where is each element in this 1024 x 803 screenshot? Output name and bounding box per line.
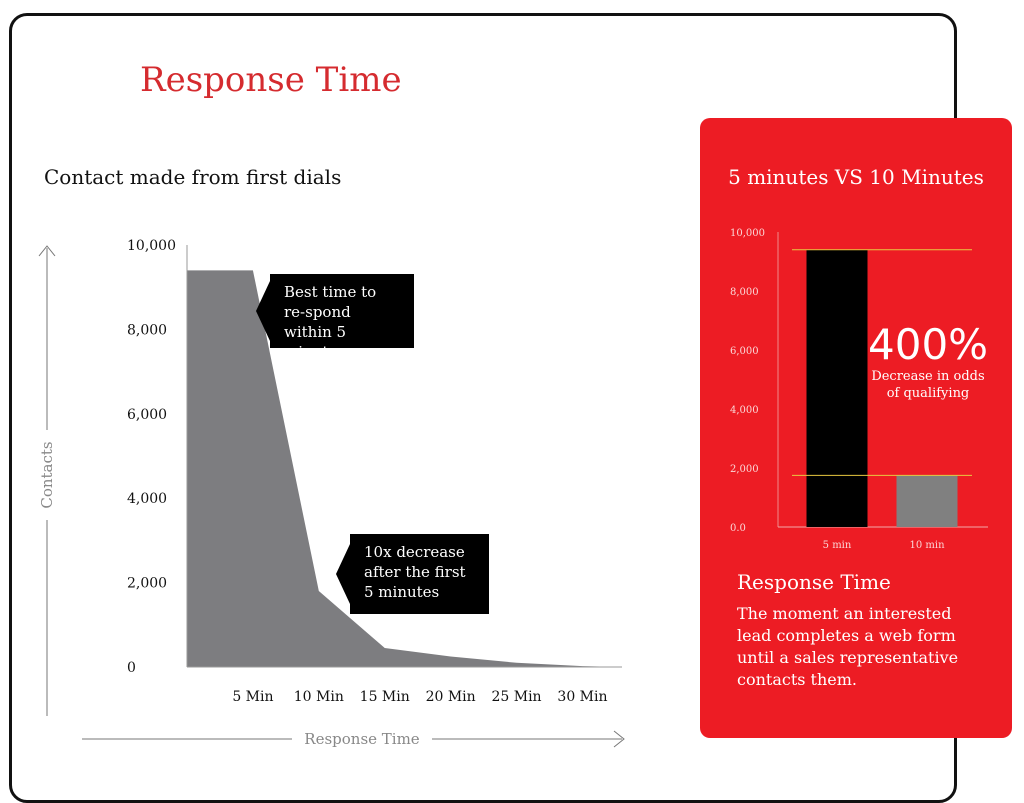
- stat-value: 400%: [868, 320, 989, 369]
- contacts-area: [187, 270, 622, 667]
- x-axis-label: Response Time: [304, 730, 420, 748]
- y-tick-label: 8,000: [127, 322, 167, 338]
- bar-y-tick-label: 8,000: [730, 287, 759, 298]
- x-tick-label: 5 Min: [232, 689, 273, 705]
- bar-y-tick-label: 10,000: [730, 228, 765, 239]
- x-tick-label: 10 Min: [294, 689, 344, 705]
- panel-heading: Response Time: [737, 570, 891, 594]
- y-tick-label: 2,000: [127, 576, 167, 592]
- x-arrow-head: [613, 730, 625, 748]
- y-tick-label: 4,000: [127, 491, 167, 507]
- comparison-bar-chart: 10,000 8,000 6,000 4,000 2,000 0.0 5 min 10 min: [730, 228, 988, 551]
- y-axis-label: Contacts: [38, 441, 56, 508]
- bar-y-tick-label: 2,000: [730, 464, 759, 475]
- y-tick-label: 10,000: [127, 238, 176, 254]
- x-tick-label: 15 Min: [360, 689, 410, 705]
- y-tick-label: 6,000: [127, 407, 167, 423]
- bar-y-tick-label: 4,000: [730, 405, 759, 416]
- contacts-area-chart: 10,000 8,000 6,000 4,000 2,000 0 5 Min 10 Min 15…: [38, 238, 625, 748]
- bar-x-tick-label: 5 min: [823, 540, 852, 551]
- bar-y-tick-label: 0.0: [730, 523, 746, 534]
- callout-decrease: 10x decrease after the first 5 minutes: [350, 534, 489, 614]
- x-tick-label: 25 Min: [491, 689, 541, 705]
- bar-0: [806, 249, 868, 527]
- x-tick-label: 20 Min: [426, 689, 476, 705]
- bar-x-tick-label: 10 min: [909, 540, 945, 551]
- chart-subtitle: Contact made from first dials: [44, 165, 342, 189]
- bar-y-tick-label: 6,000: [730, 346, 759, 357]
- y-arrow-head: [38, 245, 56, 257]
- page-title: Response Time: [140, 60, 402, 100]
- comparison-panel: 5 minutes VS 10 Minutes 10,000 8,000 6,000…: [700, 118, 1012, 738]
- panel-description: The moment an interested lead completes …: [737, 604, 959, 689]
- y-tick-label: 0: [127, 660, 136, 676]
- panel-title: 5 minutes VS 10 Minutes: [728, 165, 984, 189]
- stat-label: Decrease in odds of qualifying: [871, 369, 985, 401]
- callout-best-time: Best time to re-spond within 5 minutes: [270, 274, 414, 361]
- stat-block: 400% Decrease in odds of qualifying: [868, 322, 988, 402]
- bar-1: [896, 475, 958, 527]
- x-tick-label: 30 Min: [557, 689, 607, 705]
